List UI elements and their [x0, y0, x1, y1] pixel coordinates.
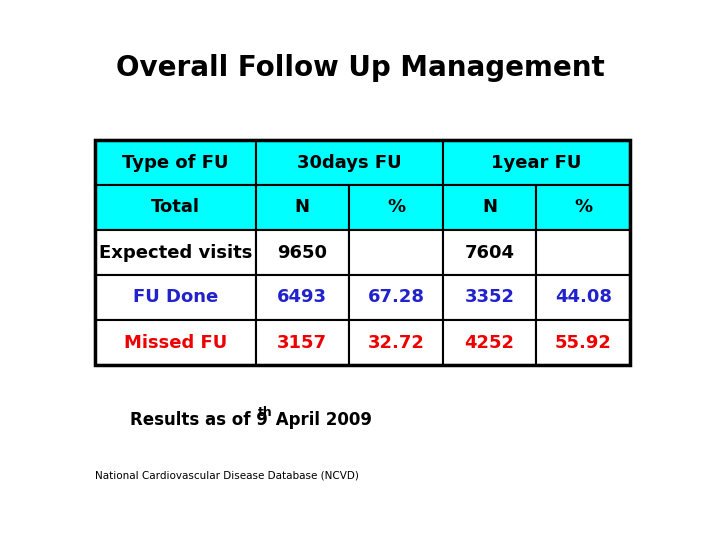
Text: th: th [258, 407, 273, 420]
Bar [95, 230, 256, 275]
Text: 3352: 3352 [464, 288, 515, 307]
Text: Missed FU: Missed FU [124, 334, 227, 352]
Bar [95, 140, 630, 365]
Bar [443, 185, 536, 230]
Bar [536, 230, 630, 275]
Bar [349, 230, 443, 275]
Bar [256, 320, 349, 365]
Bar [95, 275, 256, 320]
Bar [349, 275, 443, 320]
Text: 30days FU: 30days FU [297, 153, 402, 172]
Text: 9650: 9650 [277, 244, 328, 261]
Bar [256, 275, 349, 320]
Text: 55.92: 55.92 [554, 334, 611, 352]
Bar [256, 230, 349, 275]
Text: 6493: 6493 [277, 288, 328, 307]
Text: 32.72: 32.72 [367, 334, 424, 352]
Bar [256, 185, 349, 230]
Bar [95, 140, 256, 185]
Bar [95, 185, 256, 230]
Text: 44.08: 44.08 [554, 288, 612, 307]
Bar [95, 320, 256, 365]
Text: National Cardiovascular Disease Database (NCVD): National Cardiovascular Disease Database… [95, 470, 359, 480]
Text: April 2009: April 2009 [270, 411, 372, 429]
Text: %: % [574, 199, 593, 217]
Bar [443, 230, 536, 275]
Bar [349, 185, 443, 230]
Text: 3157: 3157 [277, 334, 328, 352]
Bar [536, 320, 630, 365]
Text: 7604: 7604 [464, 244, 515, 261]
Bar [256, 140, 443, 185]
Text: Results as of 9: Results as of 9 [130, 411, 268, 429]
Bar [443, 275, 536, 320]
Bar [443, 140, 630, 185]
Bar [536, 185, 630, 230]
Text: Total: Total [150, 199, 199, 217]
Text: N: N [482, 199, 497, 217]
Text: %: % [387, 199, 405, 217]
Text: N: N [294, 199, 310, 217]
Bar [536, 275, 630, 320]
Text: Type of FU: Type of FU [122, 153, 228, 172]
Text: Expected visits: Expected visits [99, 244, 252, 261]
Text: Overall Follow Up Management: Overall Follow Up Management [116, 54, 604, 82]
Bar [443, 320, 536, 365]
Text: 67.28: 67.28 [367, 288, 424, 307]
Text: FU Done: FU Done [132, 288, 218, 307]
Text: 4252: 4252 [464, 334, 515, 352]
Bar [349, 320, 443, 365]
Text: 1year FU: 1year FU [491, 153, 582, 172]
